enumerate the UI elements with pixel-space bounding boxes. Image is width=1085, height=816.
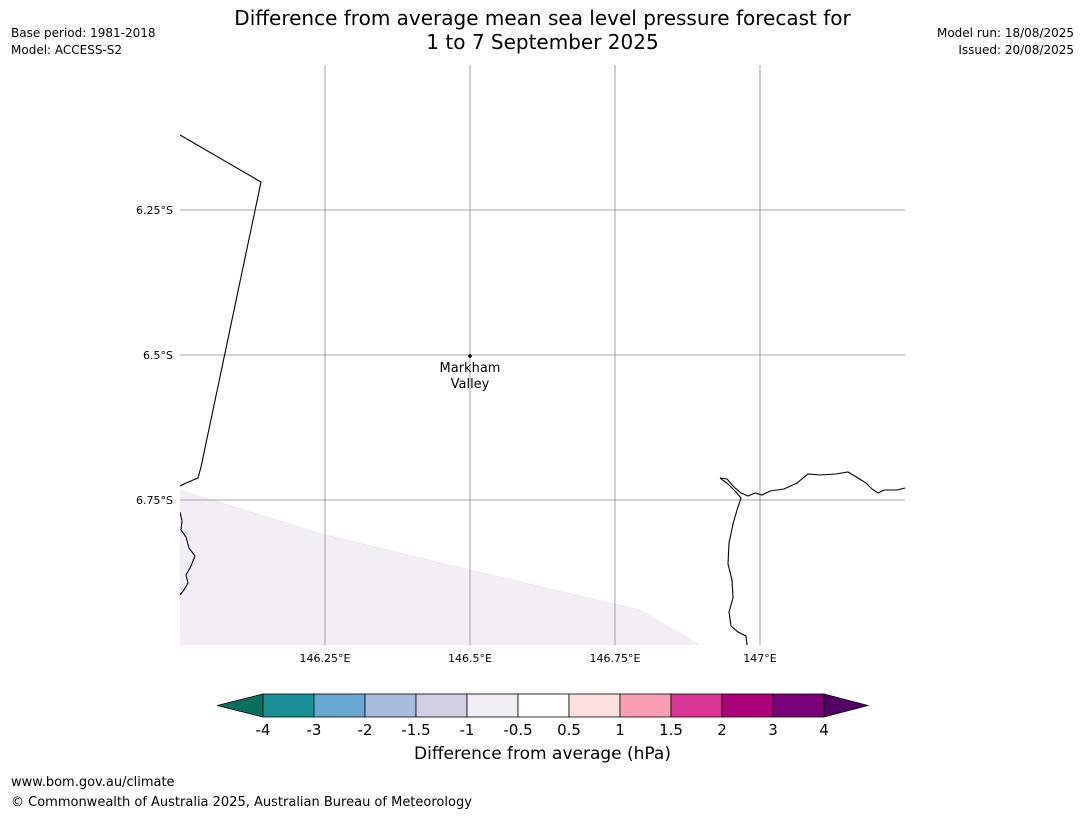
colorbar-tick-label: -0.5 (503, 721, 532, 739)
colorbar-tick-label: -1 (460, 721, 475, 739)
place-marker (468, 354, 472, 358)
lon-label: 146.75°E (590, 652, 641, 665)
lat-label: 6.5°S (143, 349, 173, 362)
colorbar-title: Difference from average (hPa) (414, 744, 671, 764)
title-line-2: 1 to 7 September 2025 (426, 30, 659, 54)
colorbar: -4 -3 -2 -1.5 -1 -0.5 0.5 1 1.5 2 3 4 (216, 693, 870, 739)
colorbar-segment (670, 693, 723, 718)
colorbar-tick-label: -1.5 (401, 721, 430, 739)
longitude-labels: 146.25°E 146.5°E 146.75°E 147°E (300, 652, 777, 665)
place-label-line2: Valley (451, 377, 490, 392)
colorbar-under-arrow (216, 693, 264, 718)
lon-label: 146.25°E (300, 652, 351, 665)
colorbar-tick-label: 4 (819, 721, 829, 739)
colorbar-tick-label: 2 (717, 721, 727, 739)
lon-label: 147°E (743, 652, 776, 665)
pressure-anomaly-shaded-region (180, 489, 701, 645)
lat-label: 6.75°S (136, 494, 173, 507)
latitude-labels: 6.25°S 6.5°S 6.75°S (136, 204, 173, 507)
model-run: Model run: 18/08/2025 (936, 26, 1074, 40)
chart-title: Difference from average mean sea level p… (0, 6, 1085, 54)
colorbar-segment (619, 693, 672, 718)
colorbar-over-arrow (823, 693, 870, 718)
coastline-east (719, 471, 905, 645)
footer-copyright: © Commonwealth of Australia 2025, Austra… (11, 795, 472, 810)
colorbar-tick-label: 3 (768, 721, 778, 739)
colorbar-tick-label: -4 (256, 721, 271, 739)
title-line-1: Difference from average mean sea level p… (234, 6, 851, 30)
colorbar-tick-label: 1 (615, 721, 625, 739)
colorbar-segment (517, 693, 570, 718)
colorbar-segment (415, 693, 468, 718)
lon-label: 146.5°E (448, 652, 492, 665)
issued-date: Issued: 20/08/2025 (958, 43, 1074, 57)
meta-left: Base period: 1981-2018 Model: ACCESS-S2 (11, 25, 156, 59)
colorbar-segment (313, 693, 366, 718)
coastline-west (180, 134, 262, 487)
colorbar-segment (721, 693, 774, 718)
coastline-southwest (180, 511, 196, 596)
colorbar-tick-label: -2 (358, 721, 373, 739)
colorbar-segment (466, 693, 519, 718)
base-period: Base period: 1981-2018 (11, 26, 156, 40)
gridlines (180, 65, 905, 645)
lat-label: 6.25°S (136, 204, 173, 217)
place-label-line1: Markham (440, 361, 501, 376)
colorbar-segment (262, 693, 315, 718)
colorbar-tick-label: -3 (307, 721, 322, 739)
meta-right: Model run: 18/08/2025 Issued: 20/08/2025 (937, 25, 1074, 59)
colorbar-tick-label: 1.5 (659, 721, 683, 739)
model-name: Model: ACCESS-S2 (11, 43, 123, 57)
colorbar-segment (364, 693, 417, 718)
footer-url[interactable]: www.bom.gov.au/climate (11, 775, 175, 790)
colorbar-segment (568, 693, 621, 718)
colorbar-segment (772, 693, 825, 718)
colorbar-tick-label: 0.5 (557, 721, 581, 739)
